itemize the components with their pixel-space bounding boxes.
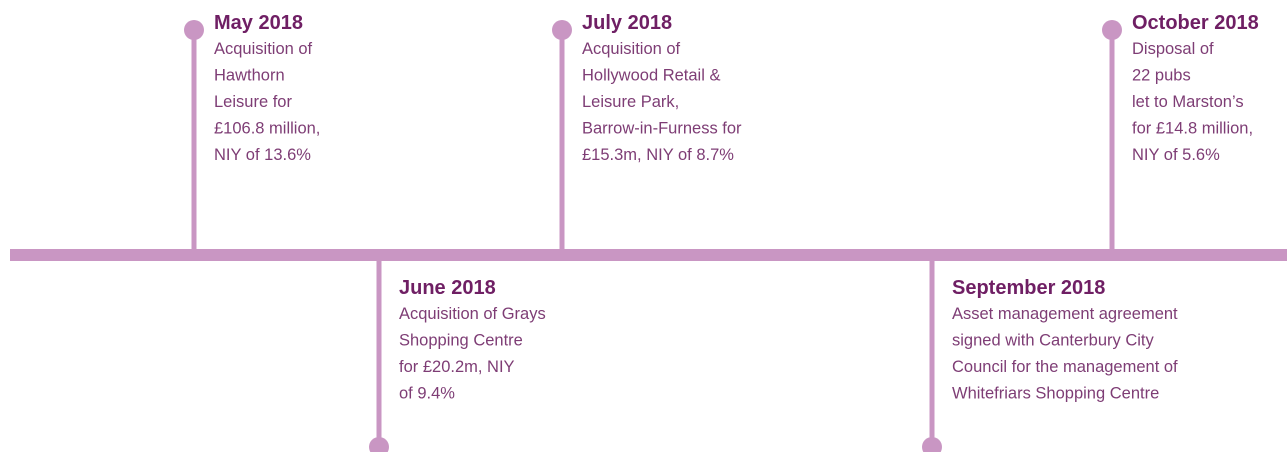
event-date: June 2018 xyxy=(399,277,496,299)
event-text: for £20.2m, NIY xyxy=(399,358,515,376)
event-text: signed with Canterbury City xyxy=(952,332,1155,350)
event-text: Acquisition of xyxy=(582,40,681,58)
event-text: Acquisition of xyxy=(214,40,313,58)
event-text: Hollywood Retail & xyxy=(582,67,720,85)
event-text: Shopping Centre xyxy=(399,332,523,350)
event-date: October 2018 xyxy=(1132,12,1259,34)
event-date: May 2018 xyxy=(214,12,303,34)
event-text: Whitefriars Shopping Centre xyxy=(952,385,1159,403)
event-text: NIY of 5.6% xyxy=(1132,146,1220,164)
event-text: Asset management agreement xyxy=(952,305,1178,323)
dot xyxy=(369,437,389,452)
dot xyxy=(922,437,942,452)
dot xyxy=(552,20,572,40)
event-text: Barrow-in-Furness for xyxy=(582,120,742,138)
event-date: September 2018 xyxy=(952,277,1105,299)
event-text: Leisure Park, xyxy=(582,93,679,111)
event-text: £106.8 million, xyxy=(214,120,320,138)
event-text: Acquisition of Grays xyxy=(399,305,546,323)
event-text: of 9.4% xyxy=(399,385,455,403)
event-text: £15.3m, NIY of 8.7% xyxy=(582,146,734,164)
event-date: July 2018 xyxy=(582,12,672,34)
event-text: Leisure for xyxy=(214,93,292,111)
event-text: for £14.8 million, xyxy=(1132,120,1253,138)
event-text: Hawthorn xyxy=(214,67,285,85)
dot xyxy=(184,20,204,40)
event-text: 22 pubs xyxy=(1132,67,1191,85)
event-text: let to Marston’s xyxy=(1132,93,1244,111)
timeline-bar xyxy=(10,249,1287,261)
event-text: Disposal of xyxy=(1132,40,1214,58)
event-text: NIY of 13.6% xyxy=(214,146,311,164)
dot xyxy=(1102,20,1122,40)
event-text: Council for the management of xyxy=(952,358,1178,376)
